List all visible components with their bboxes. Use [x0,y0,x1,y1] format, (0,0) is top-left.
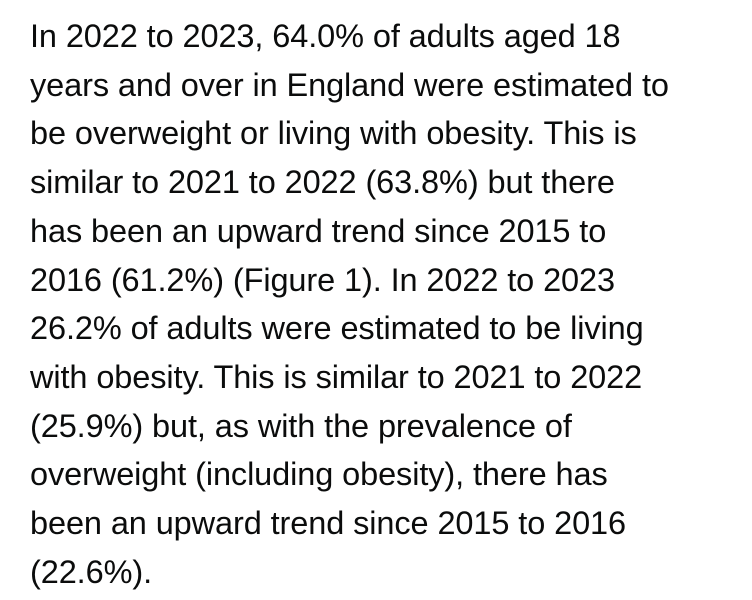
paragraph-line: (22.6%). [30,553,153,590]
paragraph-line: years and over in England were estimated… [30,66,669,103]
paragraph-line: overweight (including obesity), there ha… [30,456,608,493]
paragraph-line: been an upward trend since 2015 to 2016 [30,505,627,542]
paragraph-line: 26.2% of adults were estimated to be liv… [30,310,644,347]
paragraph-line: 2016 (61.2%) (Figure 1). In 2022 to 2023 [30,261,615,298]
paragraph-line: has been an upward trend since 2015 to [30,212,607,249]
paragraph-line: (25.9%) but, as with the prevalence of [30,407,572,444]
body-paragraph: In 2022 to 2023, 64.0% of adults aged 18… [30,12,745,596]
paragraph-line: similar to 2021 to 2022 (63.8%) but ther… [30,164,615,201]
paragraph-line: be overweight or living with obesity. Th… [30,115,637,152]
paragraph-line: with obesity. This is similar to 2021 to… [30,358,643,395]
paragraph-line: In 2022 to 2023, 64.0% of adults aged 18 [30,18,621,54]
